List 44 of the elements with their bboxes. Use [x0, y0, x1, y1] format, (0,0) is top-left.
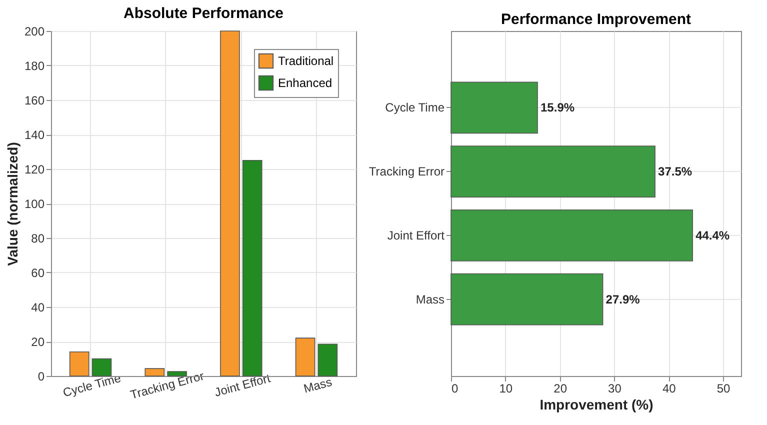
x-tick-label: 50	[716, 382, 731, 396]
bar	[318, 344, 338, 376]
bar	[295, 338, 316, 376]
bar	[242, 160, 262, 376]
x-tick-label: Cycle Time	[61, 370, 123, 400]
x-tick-label: Joint Effort	[213, 371, 272, 400]
y-tick-label: 100	[24, 197, 45, 211]
y-tick-label: Mass	[416, 292, 444, 306]
y-tick-label: 60	[31, 266, 45, 280]
bar	[69, 351, 90, 376]
legend-label: Enhanced	[278, 76, 332, 90]
y-tick-label: Joint Effort	[387, 228, 446, 242]
y-tick-label: 180	[24, 59, 45, 73]
legend-label: Traditional	[278, 54, 334, 68]
y-tick-label: Tracking Error	[368, 164, 444, 179]
y-axis-title: Value (normalized)	[4, 142, 20, 266]
y-tick-label: 40	[31, 300, 45, 314]
y-tick-label: 140	[24, 128, 45, 142]
bar	[92, 358, 112, 376]
y-tick-label: 20	[31, 335, 45, 349]
data-label: 27.9%	[606, 292, 640, 306]
bar	[220, 30, 240, 376]
y-tick-label: 80	[31, 232, 45, 246]
bar	[450, 146, 656, 198]
data-label: 37.5%	[658, 164, 692, 179]
x-axis-title: Improvement (%)	[540, 396, 654, 412]
bar	[450, 82, 538, 134]
x-tick-label: Mass	[302, 374, 334, 396]
y-tick-label: 120	[24, 162, 45, 176]
bar	[144, 368, 165, 376]
x-tick-label: 20	[554, 382, 568, 396]
x-tick-label: 30	[608, 382, 622, 396]
y-tick-label: 160	[24, 94, 45, 108]
chart-title: Performance Improvement	[500, 11, 692, 28]
x-tick-label: 40	[662, 382, 676, 396]
bar	[450, 273, 604, 326]
bar	[450, 209, 693, 262]
data-label: 44.4%	[696, 228, 730, 242]
x-tick-label: 0	[452, 382, 458, 396]
x-tick-label: 10	[499, 382, 513, 396]
data-label: 15.9%	[540, 100, 575, 115]
y-tick-label: 200	[24, 24, 45, 38]
chart-title: Absolute Performance	[123, 5, 284, 22]
y-tick-label: Cycle Time	[385, 100, 445, 115]
